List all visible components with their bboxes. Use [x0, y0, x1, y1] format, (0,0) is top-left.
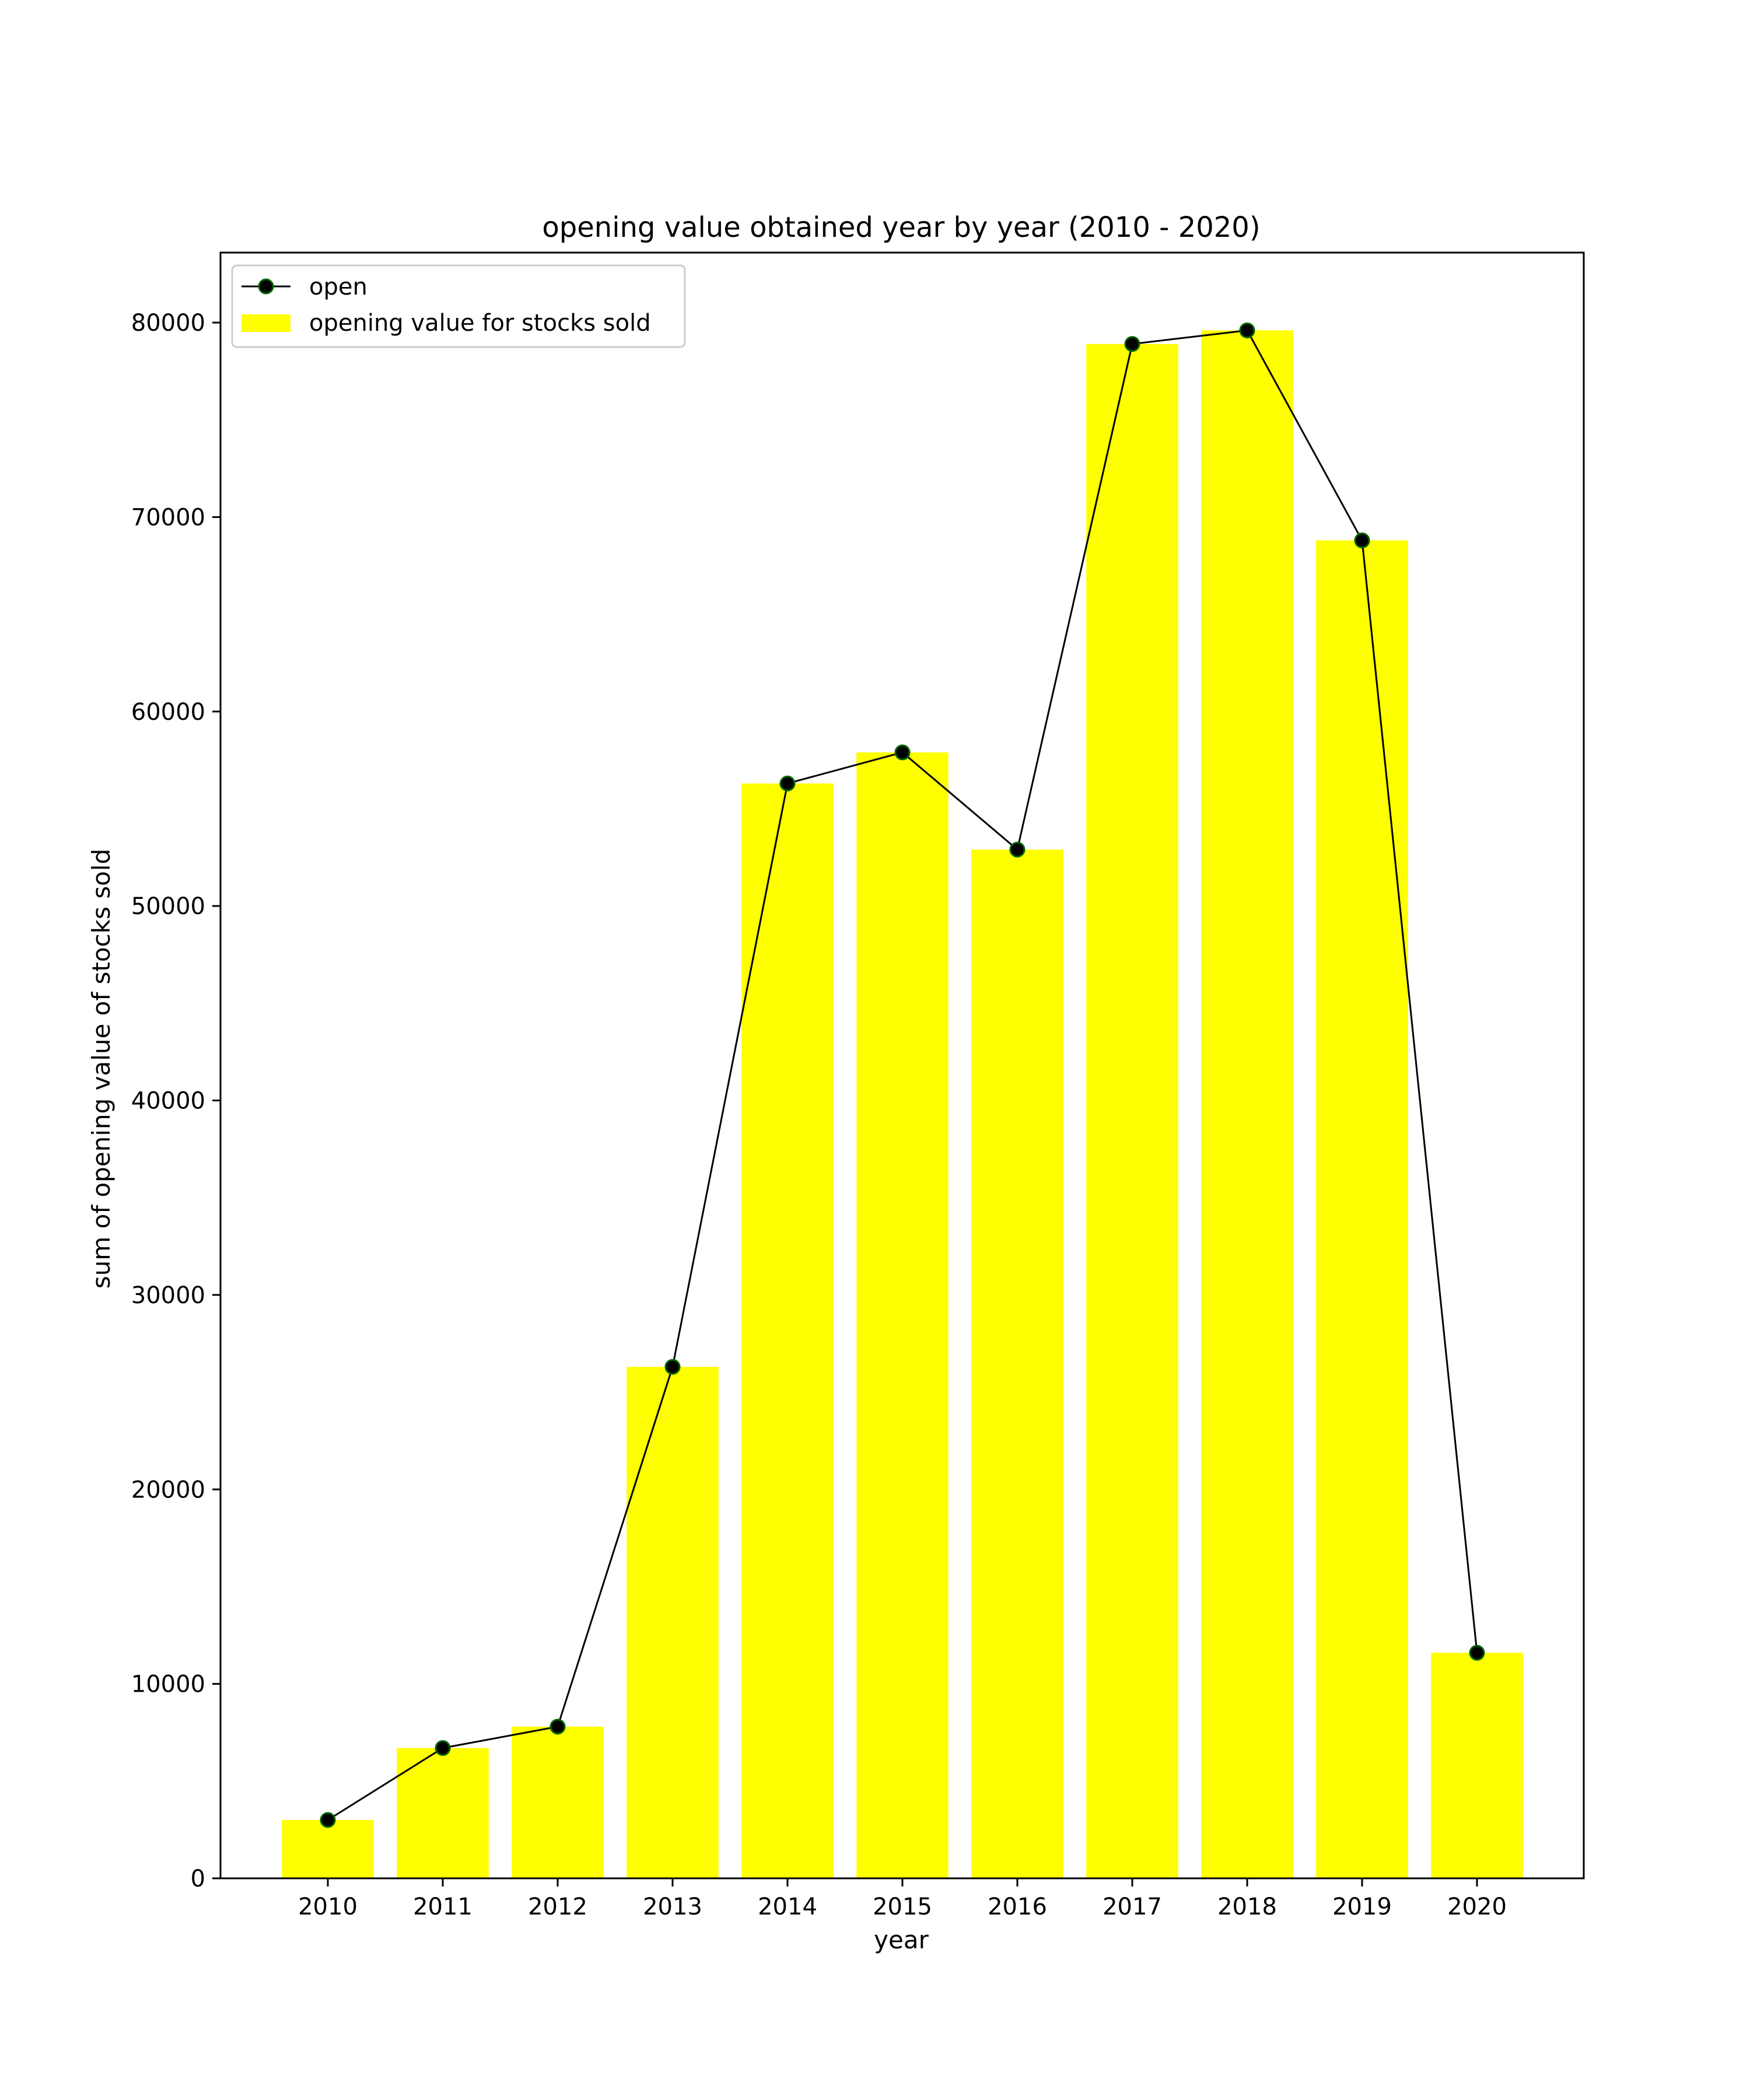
legend-label-open: open: [309, 274, 368, 300]
open-point-2011: [435, 1740, 451, 1756]
open-point-2017: [1124, 336, 1140, 352]
x-tick-label: 2015: [873, 1894, 932, 1920]
bar-2014: [741, 783, 834, 1878]
legend-marker-swatch: [258, 278, 274, 295]
y-tick-label: 40000: [131, 1088, 205, 1115]
y-tick-label: 70000: [131, 504, 205, 531]
x-tick-label: 2016: [988, 1894, 1047, 1920]
x-tick-label: 2013: [643, 1894, 702, 1920]
x-tick-label: 2019: [1332, 1894, 1392, 1920]
legend-box: [231, 264, 686, 348]
y-tick-label: 60000: [131, 699, 205, 726]
bars-layer: [282, 330, 1523, 1878]
bar-2011: [397, 1748, 489, 1878]
open-point-2013: [664, 1359, 681, 1375]
open-point-2015: [894, 744, 911, 761]
bar-2016: [971, 849, 1063, 1878]
legend-bar-swatch: [242, 314, 290, 332]
y-tick-label: 50000: [131, 893, 205, 920]
x-tick-label: 2010: [298, 1894, 358, 1920]
open-point-2014: [779, 775, 796, 792]
y-axis-label: sum of opening value of stocks sold: [87, 849, 116, 1289]
bar-2020: [1431, 1653, 1523, 1878]
x-tick-label: 2014: [758, 1894, 817, 1920]
open-point-2016: [1009, 841, 1026, 858]
y-tick-label: 0: [191, 1866, 205, 1892]
y-tick-label: 30000: [131, 1282, 205, 1309]
open-point-2010: [320, 1812, 336, 1828]
chart-title: opening value obtained year by year (201…: [542, 211, 1260, 244]
x-tick-label: 2020: [1447, 1894, 1507, 1920]
y-tick-label: 10000: [131, 1671, 205, 1698]
y-tick-label: 80000: [131, 310, 205, 337]
y-tick-label: 20000: [131, 1476, 205, 1503]
legend-label-bars: opening value for stocks sold: [309, 310, 651, 337]
bar-2019: [1316, 540, 1408, 1878]
bar-2017: [1086, 344, 1178, 1878]
open-point-2020: [1469, 1644, 1485, 1661]
open-point-2012: [550, 1718, 566, 1735]
x-axis-label: year: [874, 1926, 929, 1954]
bar-2018: [1201, 330, 1293, 1878]
bar-2010: [282, 1819, 374, 1878]
legend: open opening value for stocks sold: [231, 264, 686, 348]
x-tick-label: 2018: [1217, 1894, 1277, 1920]
line-layer: [320, 322, 1485, 1828]
x-tick-label: 2012: [528, 1894, 587, 1920]
bar-2013: [626, 1367, 719, 1878]
y-axis: 0 10000 20000 30000 40000 50000 60000 70000 8000…: [131, 310, 220, 1892]
bar-2012: [512, 1726, 604, 1878]
x-axis: 2010 2011 2012 2013 2014 2015 2016 2017 2018 2019…: [298, 1878, 1507, 1920]
bar-2015: [856, 752, 949, 1878]
x-tick-label: 2017: [1102, 1894, 1162, 1920]
x-tick-label: 2011: [413, 1894, 473, 1920]
open-point-2019: [1354, 532, 1370, 548]
open-point-2018: [1239, 322, 1255, 338]
